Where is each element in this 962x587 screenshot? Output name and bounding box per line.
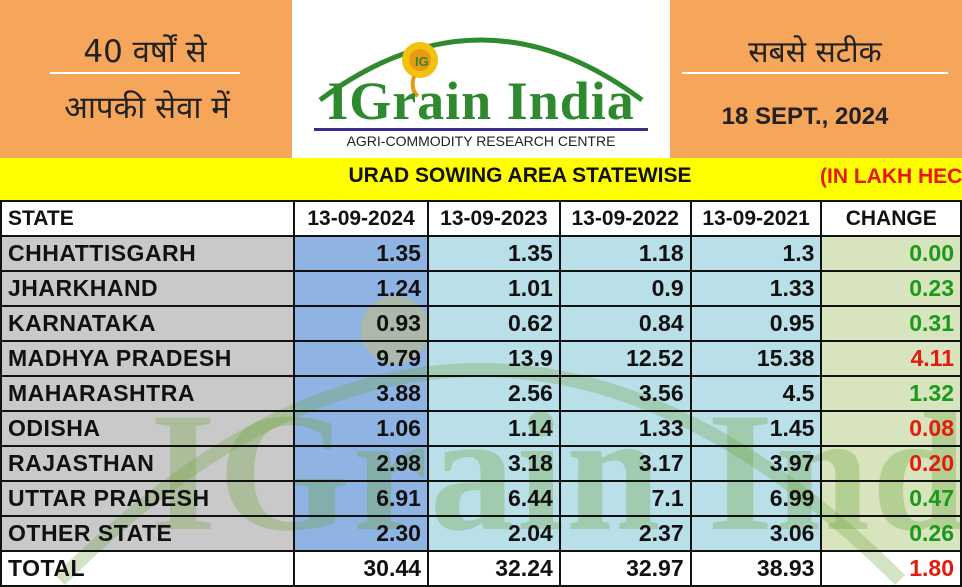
tagline-accurate: सबसे सटीक — [748, 35, 882, 70]
state-name: ODISHA — [0, 410, 296, 447]
value-2022: 3.17 — [558, 445, 692, 482]
table-row: RAJASTHAN 2.98 3.18 3.17 3.97 0.20 — [0, 445, 962, 482]
value-2022: 0.9 — [558, 270, 692, 307]
table-row: KARNATAKA 0.93 0.62 0.84 0.95 0.31 — [0, 305, 962, 342]
state-name: MAHARASHTRA — [0, 375, 296, 412]
value-2021: 0.95 — [689, 305, 823, 342]
state-name: OTHER STATE — [0, 515, 296, 552]
table-row: JHARKHAND 1.24 1.01 0.9 1.33 0.23 — [0, 270, 962, 307]
value-2021: 3.06 — [689, 515, 823, 552]
report-date: 18 SEPT., 2024 — [721, 103, 889, 130]
svg-text:IG: IG — [415, 54, 429, 69]
table-row: CHHATTISGARH 1.35 1.35 1.18 1.3 0.00 — [0, 235, 962, 272]
value-2021: 4.5 — [689, 375, 823, 412]
value-2024: 2.30 — [293, 515, 429, 552]
state-name: UTTAR PRADESH — [0, 480, 296, 517]
value-2023: 3.18 — [426, 445, 561, 482]
tagline-years: 40 वर्षों से — [83, 34, 207, 70]
table-row: UTTAR PRADESH 6.91 6.44 7.1 6.99 0.47 — [0, 480, 962, 517]
value-2021: 15.38 — [689, 340, 823, 377]
value-2021: 1.33 — [689, 270, 823, 307]
table-row: MAHARASHTRA 3.88 2.56 3.56 4.5 1.32 — [0, 375, 962, 412]
header-change: CHANGE — [820, 200, 962, 237]
unit-label: (IN LAKH HEC.) — [820, 165, 962, 188]
value-2022: 3.56 — [558, 375, 692, 412]
table-row: ODISHA 1.06 1.14 1.33 1.45 0.08 — [0, 410, 962, 447]
state-name: KARNATAKA — [0, 305, 296, 342]
value-2022: 12.52 — [558, 340, 692, 377]
header-2024: 13-09-2024 — [293, 200, 429, 237]
value-change: 0.00 — [820, 235, 962, 272]
value-2024: 2.98 — [293, 445, 429, 482]
value-2023: 2.04 — [426, 515, 561, 552]
value-2024: 6.91 — [293, 480, 429, 517]
header-left-panel: 40 वर्षों से आपकी सेवा में — [0, 0, 292, 158]
value-2024: 9.79 — [293, 340, 429, 377]
total-2021: 38.93 — [689, 550, 823, 587]
table-row: OTHER STATE 2.30 2.04 2.37 3.06 0.26 — [0, 515, 962, 552]
header-state: STATE — [0, 200, 296, 237]
value-change: 4.11 — [820, 340, 962, 377]
tagline-divider — [50, 72, 240, 74]
table-row: MADHYA PRADESH 9.79 13.9 12.52 15.38 4.1… — [0, 340, 962, 377]
report-title: URAD SOWING AREA STATEWISE — [348, 164, 692, 187]
header-banner: 40 वर्षों से आपकी सेवा में IG IGrain Ind… — [0, 0, 962, 158]
total-2024: 30.44 — [293, 550, 429, 587]
value-2022: 0.84 — [558, 305, 692, 342]
value-change: 0.47 — [820, 480, 962, 517]
header-2022: 13-09-2022 — [558, 200, 692, 237]
value-2023: 2.56 — [426, 375, 561, 412]
total-row: TOTAL 30.44 32.24 32.97 38.93 1.80 — [0, 550, 962, 587]
value-2021: 6.99 — [689, 480, 823, 517]
total-2023: 32.24 — [426, 550, 561, 587]
value-2023: 1.01 — [426, 270, 561, 307]
sowing-table: STATE 13-09-2024 13-09-2023 13-09-2022 1… — [0, 200, 962, 587]
value-2023: 1.14 — [426, 410, 561, 447]
value-2023: 6.44 — [426, 480, 561, 517]
header-2021: 13-09-2021 — [689, 200, 823, 237]
value-2024: 3.88 — [293, 375, 429, 412]
title-band: URAD SOWING AREA STATEWISE (IN LAKH HEC.… — [0, 158, 962, 200]
value-2023: 13.9 — [426, 340, 561, 377]
brand-rule — [314, 128, 648, 131]
state-name: MADHYA PRADESH — [0, 340, 296, 377]
value-2024: 0.93 — [293, 305, 429, 342]
total-label: TOTAL — [0, 550, 296, 587]
state-name: CHHATTISGARH — [0, 235, 296, 272]
header-2023: 13-09-2023 — [426, 200, 561, 237]
value-2021: 1.45 — [689, 410, 823, 447]
table-header-row: STATE 13-09-2024 13-09-2023 13-09-2022 1… — [0, 200, 962, 237]
grain-drop-logo-icon: IG — [318, 37, 644, 103]
value-2023: 1.35 — [426, 235, 561, 272]
state-name: JHARKHAND — [0, 270, 296, 307]
value-2024: 1.35 — [293, 235, 429, 272]
value-change: 1.32 — [820, 375, 962, 412]
state-name: RAJASTHAN — [0, 445, 296, 482]
value-change: 0.08 — [820, 410, 962, 447]
value-2021: 1.3 — [689, 235, 823, 272]
value-2024: 1.06 — [293, 410, 429, 447]
total-2022: 32.97 — [558, 550, 692, 587]
value-2022: 7.1 — [558, 480, 692, 517]
value-2022: 2.37 — [558, 515, 692, 552]
value-2022: 1.33 — [558, 410, 692, 447]
value-2021: 3.97 — [689, 445, 823, 482]
total-change: 1.80 — [820, 550, 962, 587]
value-2022: 1.18 — [558, 235, 692, 272]
brand-logo: IG IGrain India AGRI-COMMODITY RESEARCH … — [292, 0, 670, 158]
value-change: 0.23 — [820, 270, 962, 307]
value-2023: 0.62 — [426, 305, 561, 342]
value-change: 0.31 — [820, 305, 962, 342]
value-change: 0.20 — [820, 445, 962, 482]
tagline-service: आपकी सेवा में — [64, 90, 230, 126]
value-2024: 1.24 — [293, 270, 429, 307]
brand-tagline: AGRI-COMMODITY RESEARCH CENTRE — [346, 133, 616, 149]
tagline-right-divider — [682, 72, 948, 74]
value-change: 0.26 — [820, 515, 962, 552]
brand-name: IGrain India — [327, 71, 635, 131]
